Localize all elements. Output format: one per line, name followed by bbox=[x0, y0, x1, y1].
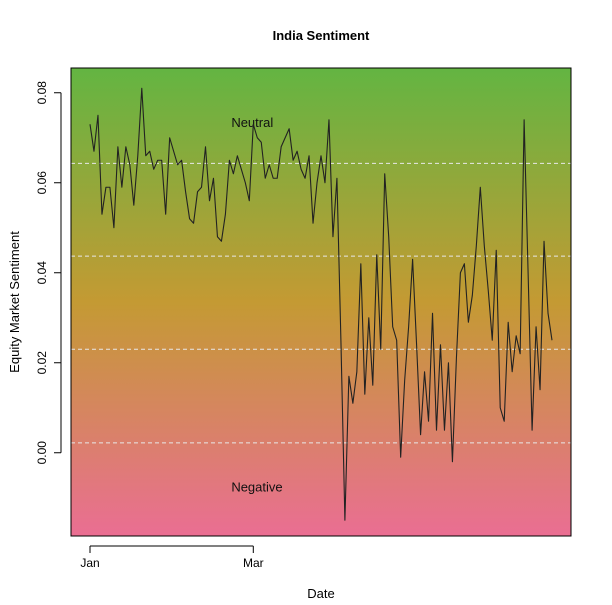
x-axis: Jan Mar bbox=[80, 545, 264, 570]
x-tick-label: Mar bbox=[243, 556, 264, 570]
annotations: Neutral Negative bbox=[231, 115, 282, 495]
chart-title: India Sentiment bbox=[273, 28, 370, 43]
y-tick-label: 0.08 bbox=[35, 81, 49, 105]
reference-lines bbox=[71, 162, 571, 444]
y-axis-label: Equity Market Sentiment bbox=[7, 231, 22, 373]
y-tick-label: 0.02 bbox=[35, 351, 49, 375]
y-axis: 0.00 0.02 0.04 0.06 0.08 bbox=[35, 81, 62, 465]
sentiment-line bbox=[89, 87, 553, 521]
y-tick-label: 0.04 bbox=[35, 261, 49, 285]
y-tick-label: 0.00 bbox=[35, 441, 49, 465]
x-axis-label: Date bbox=[307, 586, 334, 601]
x-tick-label: Jan bbox=[80, 556, 99, 570]
plot-background bbox=[71, 68, 571, 536]
annotation-negative: Negative bbox=[231, 480, 282, 495]
plot-frame bbox=[70, 67, 572, 537]
annotation-neutral: Neutral bbox=[231, 115, 273, 130]
y-tick-label: 0.06 bbox=[35, 171, 49, 195]
